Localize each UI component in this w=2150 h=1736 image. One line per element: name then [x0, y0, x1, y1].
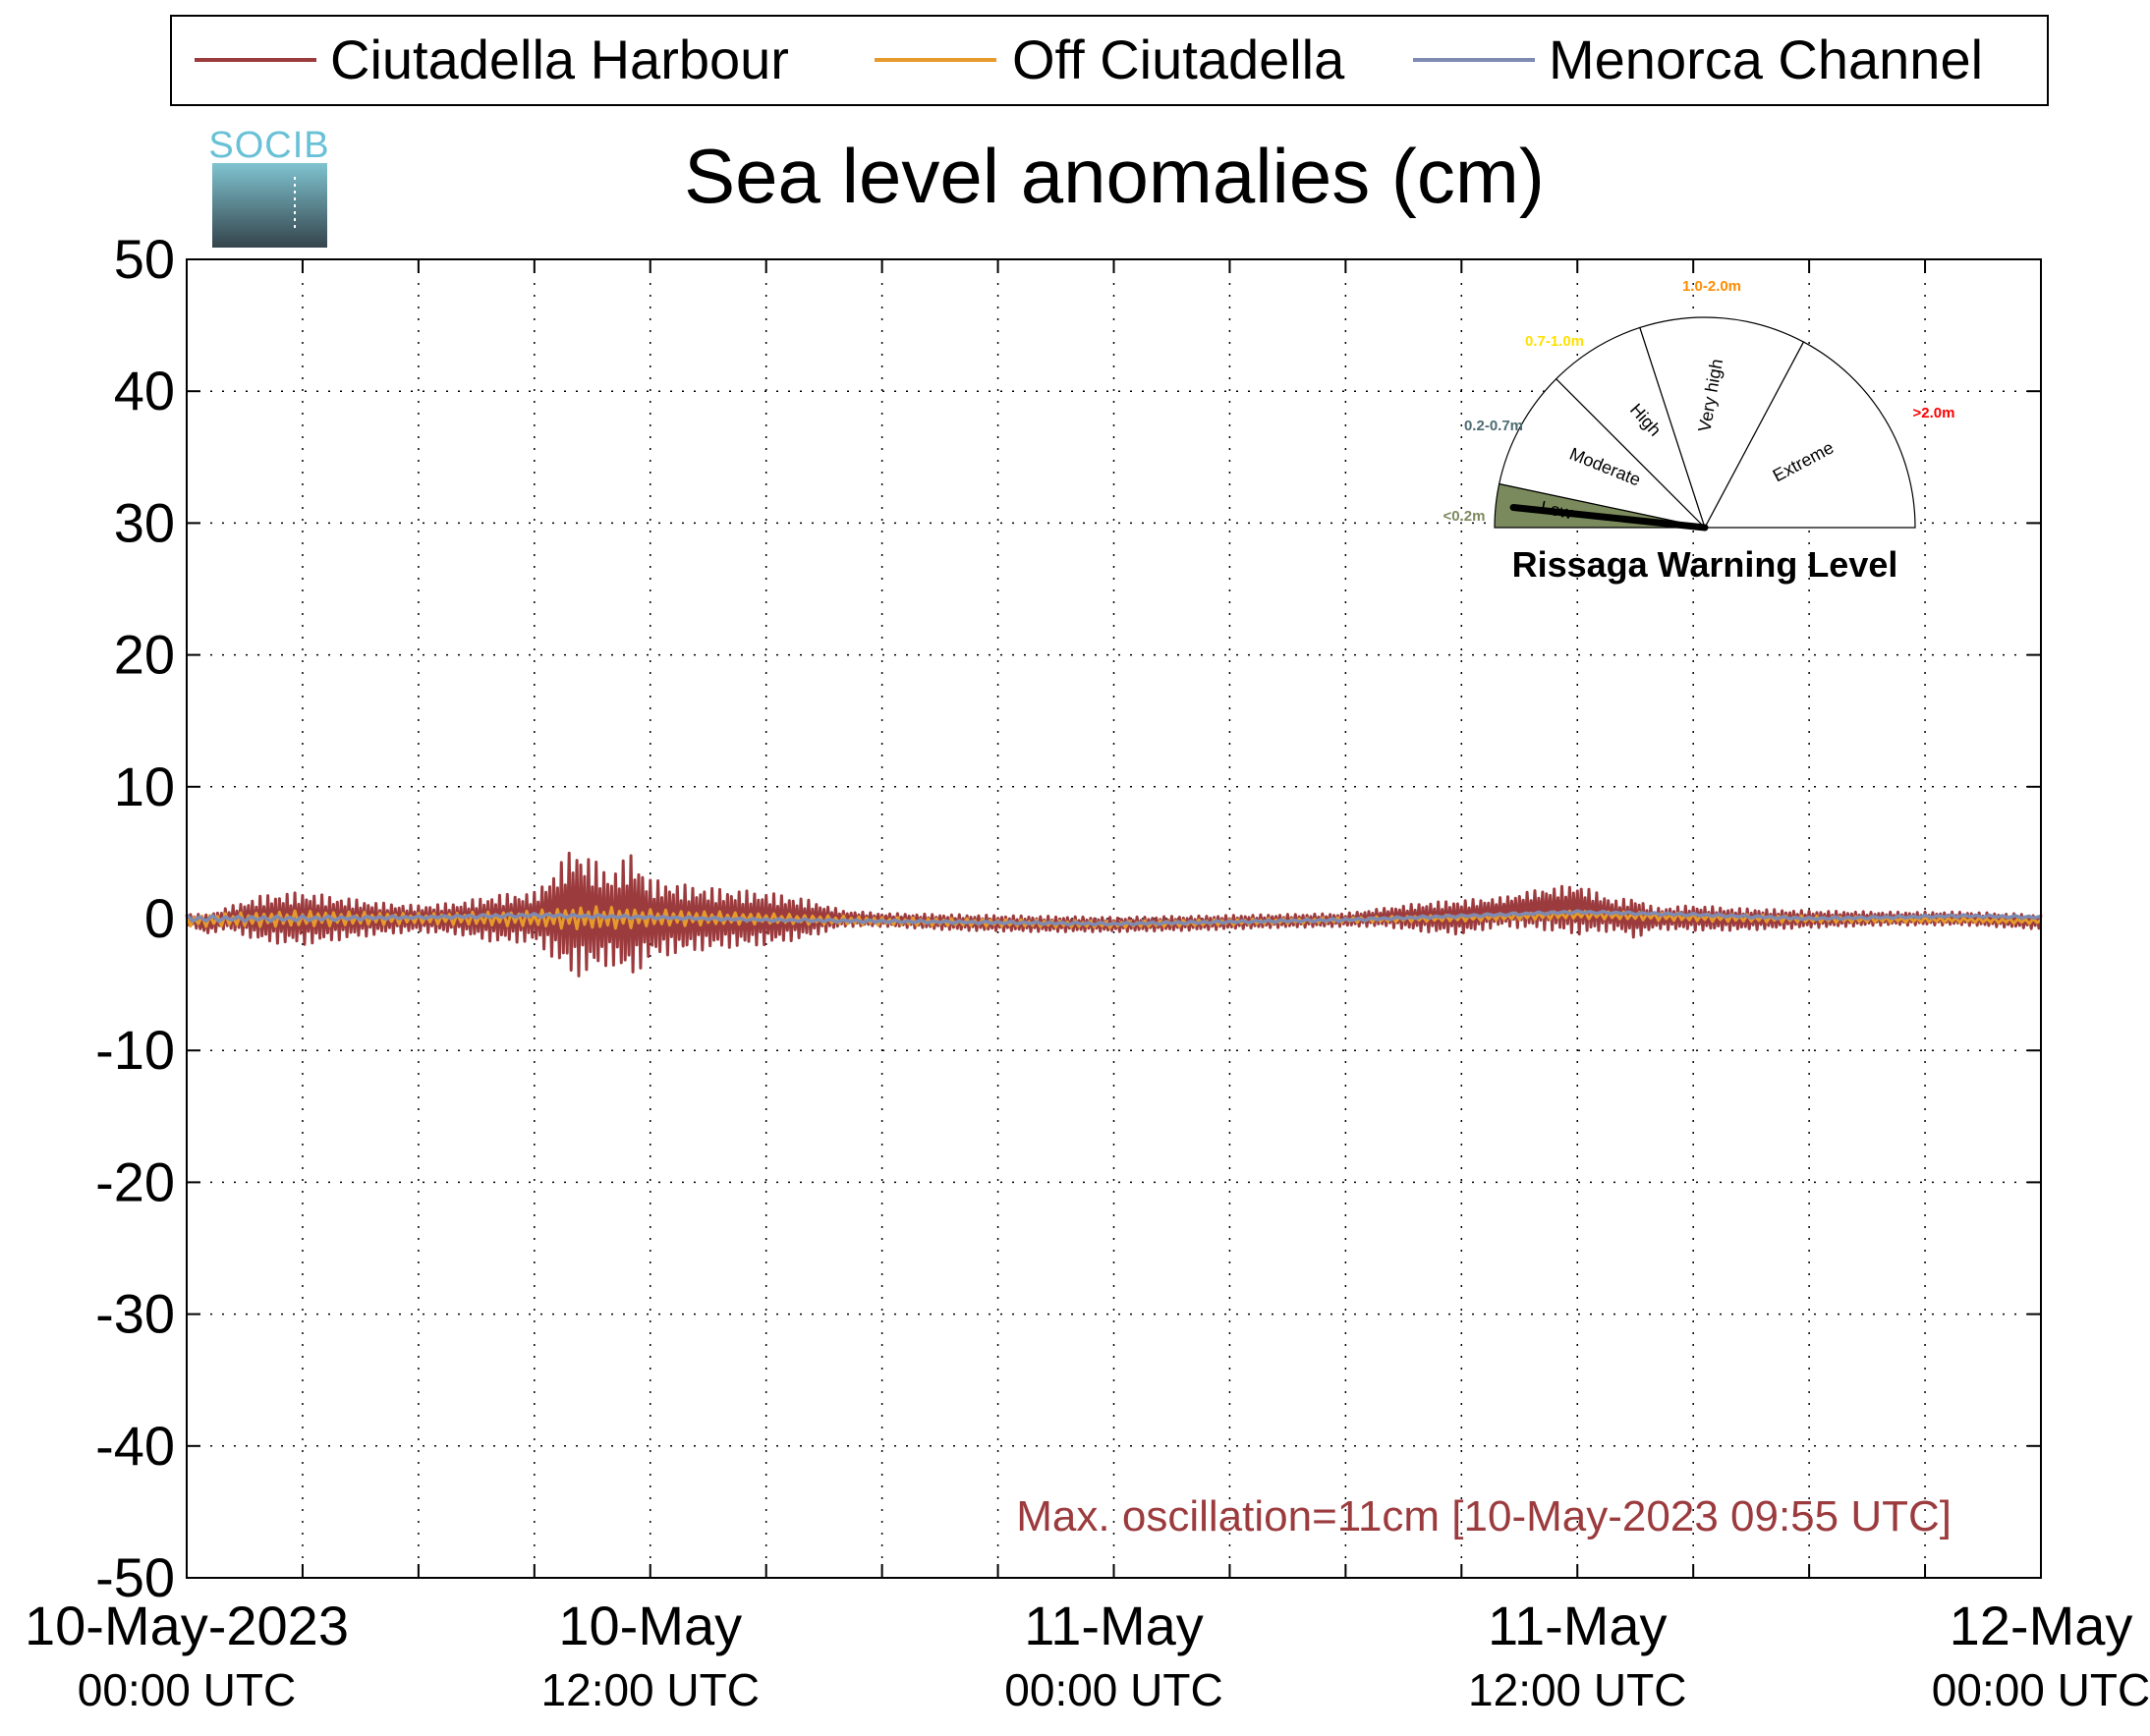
- series-line-menorca-channel: [185, 909, 2042, 927]
- y-tick-label: -40: [95, 1415, 175, 1477]
- socib-logo-text: SOCIB: [208, 125, 329, 166]
- x-tick-label-date: 11-May: [1488, 1595, 1668, 1656]
- gauge-sector-moderate: [1498, 377, 1707, 530]
- socib-logo: SOCIB: [208, 125, 329, 248]
- x-tick-label-time: 12:00 UTC: [541, 1664, 760, 1715]
- y-tick-label: -10: [95, 1019, 175, 1081]
- x-axis: 10-May-2023 00:00 UTC 10-May 12:00 UTC 11-Ma…: [25, 1595, 2150, 1715]
- gauge-sector-very-high: [1639, 316, 1805, 530]
- gauge-range-label: 1.0-2.0m: [1682, 278, 1741, 295]
- socib-logo-panel: [212, 163, 327, 248]
- x-tick-label-date: 10-May-2023: [25, 1595, 349, 1656]
- x-tick-label-date: 10-May: [558, 1595, 742, 1656]
- gauge-range-label: 0.7-1.0m: [1525, 333, 1584, 350]
- x-tick-label-time: 00:00 UTC: [1004, 1664, 1222, 1715]
- x-tick-label-time: 00:00 UTC: [1932, 1664, 2150, 1715]
- legend-box: [170, 15, 2049, 106]
- plot-frame: [186, 258, 2042, 1579]
- y-tick-label: -20: [95, 1150, 175, 1212]
- gauge-sector-extreme: [1704, 341, 1916, 529]
- x-tick-label-time: 00:00 UTC: [78, 1664, 296, 1715]
- gauge-title: Rissaga Warning Level: [1512, 544, 1898, 585]
- max-oscillation-annotation: Max. oscillation=11cm [10-May-2023 09:55…: [1016, 1492, 1952, 1540]
- legend-label-menorca-channel: Menorca Channel: [1549, 28, 1983, 90]
- x-tick-label-date: 12-May: [1950, 1595, 2133, 1656]
- gauge-needle: [1509, 504, 1709, 532]
- y-tick-label: 10: [114, 756, 175, 817]
- gauge-range-label: >2.0m: [1913, 405, 1955, 421]
- x-tick-label-time: 12:00 UTC: [1468, 1664, 1686, 1715]
- y-tick-label: 0: [144, 887, 175, 949]
- y-tick-label: 30: [114, 491, 175, 553]
- y-tick-label: -30: [95, 1283, 175, 1345]
- gauge-range-label: 0.2-0.7m: [1464, 418, 1523, 434]
- legend-label-off-ciutadella: Off Ciutadella: [1012, 28, 1345, 90]
- gauge-sector-high: [1555, 326, 1706, 529]
- legend-label-ciutadella-harbour: Ciutadella Harbour: [330, 28, 789, 90]
- y-tick-label: 20: [114, 624, 175, 686]
- y-axis: 50 40 30 20 10 0 -10 -20 -30 -40 -50: [95, 228, 175, 1608]
- y-tick-label: -50: [95, 1546, 175, 1608]
- gauge-range-label: <0.2m: [1443, 508, 1486, 525]
- series-layer: [185, 851, 2043, 978]
- x-tick-label-date: 11-May: [1024, 1595, 1204, 1656]
- y-tick-label: 40: [114, 360, 175, 421]
- y-tick-label: 50: [114, 228, 175, 290]
- chart-title: Sea level anomalies (cm): [684, 133, 1545, 219]
- rissaga-warning-gauge: LowModerateHighVery highExtreme<0.2m0.2-…: [1443, 278, 1955, 585]
- legend: Ciutadella Harbour Off Ciutadella Menorc…: [170, 15, 2049, 106]
